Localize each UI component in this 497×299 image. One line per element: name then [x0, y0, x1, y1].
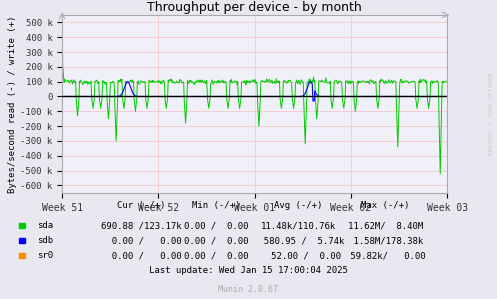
Text: Munin 2.0.67: Munin 2.0.67	[219, 286, 278, 295]
Text: 11.62M/  8.40M: 11.62M/ 8.40M	[347, 221, 423, 230]
Text: sr0: sr0	[37, 251, 53, 260]
Text: 0.00 /  0.00: 0.00 / 0.00	[184, 221, 248, 230]
Text: 0.00 /   0.00: 0.00 / 0.00	[101, 236, 182, 245]
Text: 11.48k/110.76k: 11.48k/110.76k	[260, 221, 336, 230]
Text: sda: sda	[37, 221, 53, 230]
Text: 59.82k/   0.00: 59.82k/ 0.00	[345, 251, 425, 260]
Text: 0.00 /   0.00: 0.00 / 0.00	[101, 251, 182, 260]
Title: Throughput per device - by month: Throughput per device - by month	[147, 1, 362, 14]
Text: Avg (-/+): Avg (-/+)	[274, 201, 323, 210]
Text: 580.95 /  5.74k: 580.95 / 5.74k	[252, 236, 344, 245]
Text: 690.88 /123.17k: 690.88 /123.17k	[101, 221, 182, 230]
Text: 52.00 /  0.00: 52.00 / 0.00	[255, 251, 341, 260]
Text: Max (-/+): Max (-/+)	[361, 201, 410, 210]
Text: 0.00 /  0.00: 0.00 / 0.00	[184, 236, 248, 245]
Text: sdb: sdb	[37, 236, 53, 245]
Text: Cur (-/+): Cur (-/+)	[117, 201, 166, 210]
Text: RRDTOOL / TOBI OETIKER: RRDTOOL / TOBI OETIKER	[489, 72, 494, 155]
Text: 0.00 /  0.00: 0.00 / 0.00	[184, 251, 248, 260]
Text: 1.58M/178.38k: 1.58M/178.38k	[347, 236, 423, 245]
Text: Last update: Wed Jan 15 17:00:04 2025: Last update: Wed Jan 15 17:00:04 2025	[149, 266, 348, 275]
Y-axis label: Bytes/second read (-) / write (+): Bytes/second read (-) / write (+)	[8, 15, 17, 193]
Text: Min (-/+): Min (-/+)	[192, 201, 241, 210]
